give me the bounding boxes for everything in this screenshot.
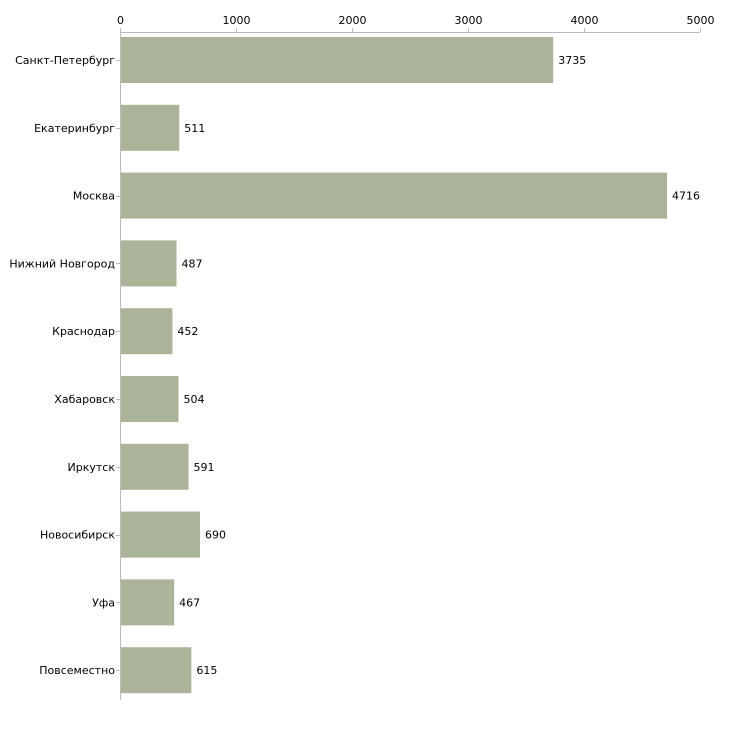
bar	[121, 579, 175, 626]
value-label: 591	[194, 461, 215, 474]
category-label: Москва	[73, 190, 115, 203]
category-label: Санкт-Петербург	[15, 54, 115, 67]
axis-layer: 0 1000 2000 3000 4000 5000	[116, 14, 715, 700]
category-label: Повсеместно	[39, 664, 115, 677]
category-label: Новосибирск	[40, 529, 115, 542]
x-tick-label: 1000	[223, 14, 251, 27]
bar	[121, 240, 177, 287]
bar	[121, 647, 192, 694]
x-tick-label: 0	[117, 14, 124, 27]
value-label: 4716	[672, 190, 700, 203]
bar	[121, 308, 173, 355]
value-label: 504	[183, 393, 204, 406]
value-label: 690	[205, 529, 226, 542]
value-label: 487	[181, 257, 202, 270]
x-tick-label: 4000	[571, 14, 599, 27]
bar	[121, 376, 179, 422]
category-label: Екатеринбург	[34, 122, 115, 135]
value-label: 511	[184, 122, 205, 135]
category-label: Уфа	[92, 596, 115, 609]
x-tick-label: 2000	[339, 14, 367, 27]
category-label: Хабаровск	[54, 393, 115, 406]
bar-layer	[121, 37, 668, 694]
label-layer: Санкт-Петербург 3735 Екатеринбург 511 Москва…	[9, 54, 700, 677]
x-tick-label: 5000	[687, 14, 715, 27]
bar	[121, 511, 201, 558]
value-label: 467	[179, 596, 200, 609]
bar	[121, 104, 180, 151]
value-label: 3735	[558, 54, 586, 67]
value-label: 452	[177, 325, 198, 338]
bar	[121, 37, 554, 83]
category-label: Краснодар	[52, 325, 115, 338]
bar	[121, 172, 668, 219]
category-label: Нижний Новгород	[9, 257, 115, 270]
category-label: Иркутск	[68, 461, 116, 474]
value-label: 615	[196, 664, 217, 677]
bar	[121, 443, 189, 490]
x-tick-label: 3000	[455, 14, 483, 27]
